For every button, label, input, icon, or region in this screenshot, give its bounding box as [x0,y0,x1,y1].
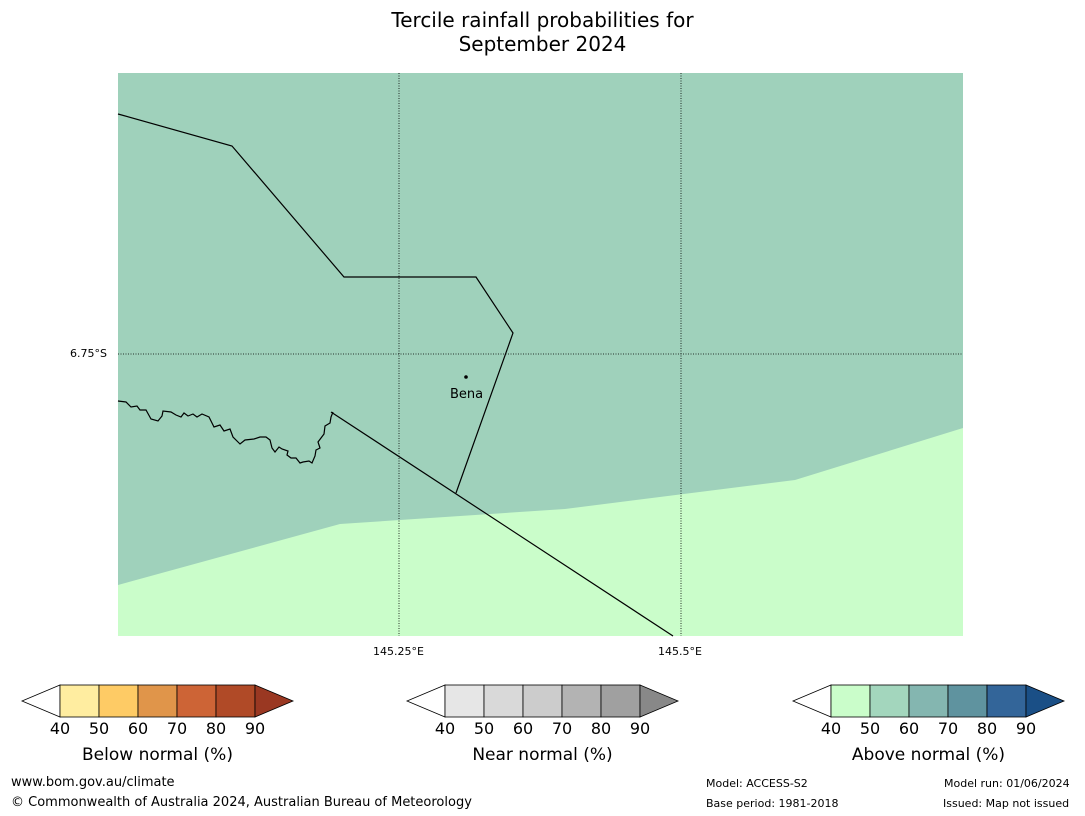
below-normal-colorbar-segment [59,684,100,718]
above-normal-colorbar-segment [830,684,871,718]
footer-base-period: Base period: 1981-2018 [706,797,839,810]
above-normal-colorbar-title: Above normal (%) [851,745,1006,765]
near-normal-tick-label: 80 [590,719,612,738]
near-normal-tick-label: 60 [512,719,534,738]
near-normal-colorbar-segment [522,684,563,718]
map-title-line2: September 2024 [458,32,627,56]
near-normal-tick-label: 90 [629,719,651,738]
above-normal-colorbar-low-arrow [791,684,832,718]
near-normal-tick-label: 40 [434,719,456,738]
below-normal-tick-label: 40 [49,719,71,738]
near-normal-colorbar-low-arrow [405,684,446,718]
below-normal-colorbar-segment [137,684,178,718]
province-boundary-north [117,113,514,494]
below-normal-colorbar-title: Below normal (%) [82,745,233,765]
footer-url: www.bom.gov.au/climate [11,775,175,790]
above-normal-tick-label: 90 [1015,719,1037,738]
below-normal-colorbar-segment [176,684,217,718]
above-normal-40-50-zone [118,428,963,636]
above-normal-tick-label: 40 [820,719,842,738]
above-normal-tick-label: 60 [898,719,920,738]
below-normal-colorbar-low-arrow [20,684,61,718]
below-normal-colorbar-high-arrow [254,684,295,718]
longitude-label-145-25: 145.25°E [373,645,424,658]
river-boundary [117,400,334,464]
latitude-label: 6.75°S [70,347,107,360]
above-normal-tick-label: 70 [937,719,959,738]
below-normal-tick-label: 70 [166,719,188,738]
footer-model: Model: ACCESS-S2 [706,777,808,790]
above-normal-tick-label: 50 [859,719,881,738]
footer-issued: Issued: Map not issued [943,797,1070,810]
below-normal-colorbar-segment [98,684,139,718]
footer-copyright: © Commonwealth of Australia 2024, Austra… [11,795,472,810]
above-normal-colorbar-segment [908,684,949,718]
near-normal-tick-label: 50 [473,719,495,738]
below-normal-tick-label: 50 [88,719,110,738]
near-normal-tick-label: 70 [551,719,573,738]
below-normal-tick-label: 90 [244,719,266,738]
below-normal-tick-label: 80 [205,719,227,738]
map-title-line1: Tercile rainfall probabilities for [391,8,694,32]
near-normal-colorbar-segment [600,684,641,718]
above-normal-colorbar-high-arrow [1025,684,1066,718]
footer-model-run: Model run: 01/06/2024 [944,777,1070,790]
near-normal-colorbar-segment [444,684,485,718]
below-normal-colorbar-segment [215,684,256,718]
above-normal-colorbar-segment [869,684,910,718]
near-normal-colorbar-segment [561,684,602,718]
colorbars [20,684,1066,718]
near-normal-colorbar-title: Near normal (%) [472,745,613,765]
above-normal-tick-label: 80 [976,719,998,738]
below-normal-tick-label: 60 [127,719,149,738]
above-normal-colorbar-segment [947,684,988,718]
bena-city-marker [464,375,468,379]
near-normal-colorbar-high-arrow [639,684,680,718]
near-normal-colorbar-segment [483,684,524,718]
bena-city-label: Bena [450,387,484,402]
province-boundary-south [330,411,674,637]
longitude-label-145-5: 145.5°E [658,645,702,658]
above-normal-colorbar-segment [986,684,1027,718]
